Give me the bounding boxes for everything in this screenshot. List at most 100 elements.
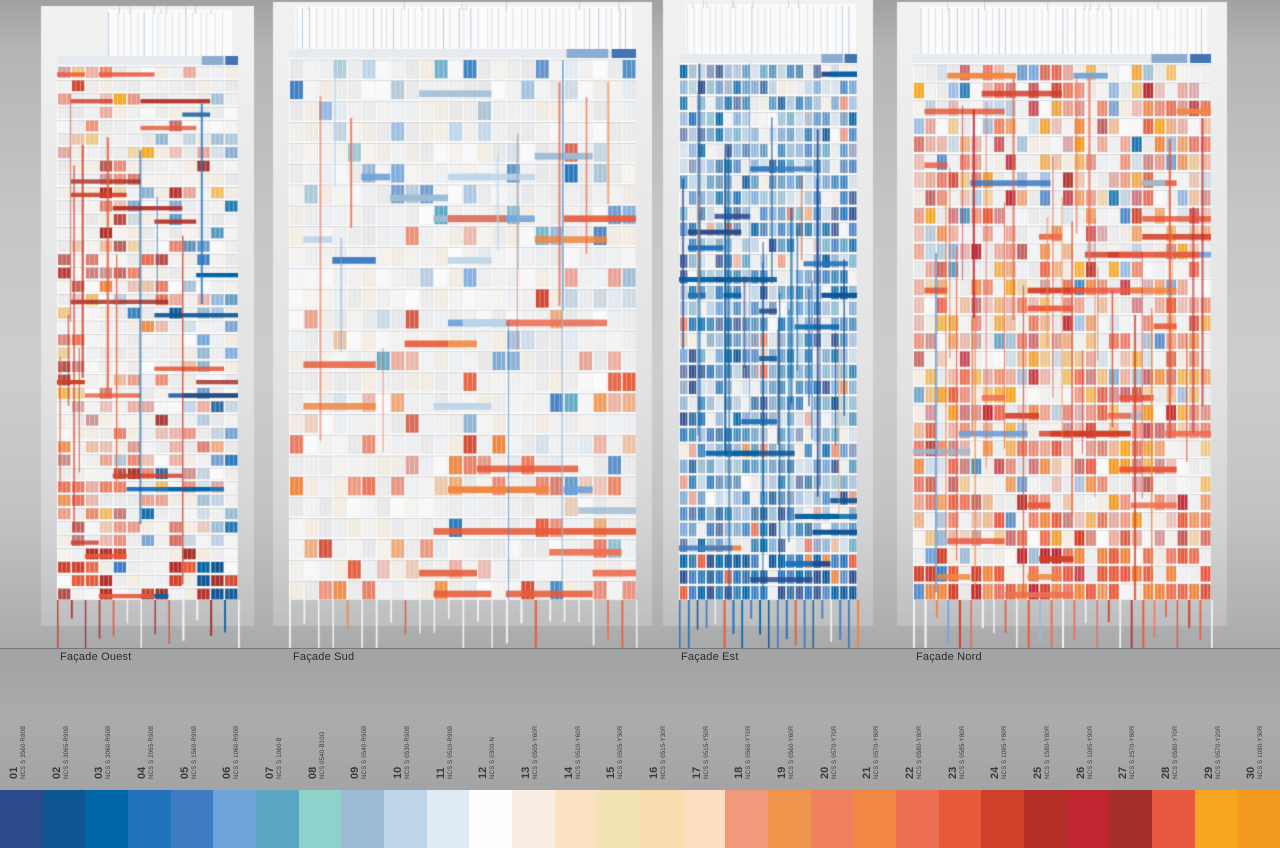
legend-swatch [938,790,982,848]
legend-entry: 26 NCS S 1085-Y90R [1074,726,1095,779]
legend-entry: 07 NCS S 1060-B [264,737,284,779]
legend-entry-number: 14 [562,766,575,779]
legend-entry-code: NCS S 3065-R90B [63,725,70,779]
legend-entry: 01 NCS S 3560-R80B [8,725,28,779]
legend-entry-number: 10 [392,766,404,779]
facade-label-sud: Façade Sud [293,651,355,663]
legend-entry-code: NCS S 0540-R90B [362,725,369,779]
legend-entry: 18 NCS S 0560-Y70R [733,725,753,779]
legend-entry-code: NCS S 1580-Y80R [1045,725,1051,779]
legend-entry-code: NCS S 2065-R90B [149,725,155,779]
legend-swatch [1024,790,1067,848]
legend-entry-number: 20 [818,766,831,779]
legend-entry-number: 04 [136,766,148,779]
legend-swatch [1066,790,1110,848]
legend-swatch [0,790,43,848]
legend-entry: 22 NCS S 0580-Y80R [904,725,924,779]
legend-swatch [853,790,897,848]
legend-entry-code: NCS S 0570-Y70R [831,725,838,779]
legend-entry-code: NCS S 1085-Y80R [1002,725,1009,779]
legend-entry-code: NCS S 0580-Y80R [917,725,923,779]
ground-line [0,648,1280,649]
legend-entry: 16 NCS S 0515-Y30R [648,725,668,779]
legend-entry: 25 NCS S 1580-Y80R [1032,725,1052,779]
legend-entry: 19 NCS S 0560-Y60R [776,726,796,779]
legend-entry-number: 11 [434,767,447,779]
legend-entry-code: NCS S 0580-Y70R [1173,725,1179,779]
legend-entry-number: 18 [733,766,746,779]
legend-entry: 10 NCS S 0530-R90B [392,726,412,779]
legend-swatch [1109,790,1153,848]
legend-entry-code: NCS S 0585-Y80R [959,725,966,779]
legend-entry-number: 13 [520,766,532,779]
legend-entry-code: NCS S 3560-R80B [21,725,27,779]
legend-entry-number: 08 [306,766,319,779]
legend-swatch [554,790,598,848]
legend-entry-number: 07 [264,766,276,779]
legend-swatch [810,790,854,848]
legend-entry-number: 30 [1245,766,1258,779]
legend-entry: 03 NCS S 3060-R90B [93,726,113,779]
legend-entry-code: NCS S 0515-Y30R [661,725,667,779]
legend-swatch [384,790,427,848]
legend-entry: 29 NCS S 0570-Y20R [1202,725,1223,779]
legend-swatch [896,790,939,848]
legend-swatch [1237,790,1280,848]
legend-entry: 21 NCS S 0570-Y80R [861,725,881,779]
legend-swatch [426,790,470,848]
legend-entry-code: NCS S 1080-Y30R [1258,725,1265,779]
legend-entry-number: 25 [1032,766,1044,779]
legend-entry-code: NCS S 2570-Y80R [1130,725,1137,779]
legend-entry-number: 29 [1202,766,1215,779]
legend-entry-code: NCS S 0570-Y20R [1215,725,1222,779]
legend-entry-code: NCS S 0300-N [490,736,497,779]
legend-entry: 23 NCS S 0585-Y80R [946,725,967,779]
legend-entry: 30 NCS S 1080-Y30R [1245,725,1265,779]
legend-swatch [512,790,555,848]
legend-swatch [170,790,214,848]
legend-entry-code: NCS S 0505-Y60R [533,725,539,779]
legend-entry: 24 NCS S 1085-Y80R [989,725,1009,779]
legend-entry-number: 24 [989,766,1002,779]
legend-swatch [469,790,513,848]
legend-swatch [341,790,385,848]
legend-entry: 05 NCS S 1560-R90B [178,726,199,779]
legend-entry-code: NCS S 1060-R90B [234,725,241,779]
legend-entry-number: 05 [178,766,191,779]
legend-entry-code: NCS 0540-B10G [319,731,326,779]
legend-swatch [1194,790,1238,848]
legend-entry-number: 02 [50,766,63,779]
legend-entry-number: 26 [1074,766,1087,779]
legend-swatch [213,790,257,848]
legend-entry: 08 NCS 0540-B10G [306,731,327,779]
legend-entry-code: NCS S 1060-B [277,737,283,779]
legend-entry: 11 NCS S 0510-R90B [434,725,455,779]
legend-swatch [725,790,769,848]
legend-entry-code: NCS S 0560-Y70R [746,725,753,779]
legend-entry: 12 NCS S 0300-N [477,736,497,779]
legend-entry-code: NCS S 0510-Y60R [575,725,582,779]
legend-entry-number: 17 [690,766,703,779]
legend-entry-code: NCS S 0570-Y80R [874,725,881,779]
legend-entry: 27 NCS S 2570-Y80R [1117,725,1137,779]
legend-swatch [42,790,86,848]
legend-entry-number: 28 [1160,766,1172,779]
facade-label-est: Façade Est [681,651,739,663]
legend-swatch [640,790,683,848]
color-swatch-strip [0,790,1280,848]
legend-swatch [256,790,299,848]
legend-entry-code: NCS S 0510-R90B [447,725,454,779]
legend-entry: 15 NCS S 0505-Y30R [605,726,625,779]
legend-entry-number: 09 [349,766,362,779]
legend-swatch [768,790,811,848]
legend-swatch [981,790,1025,848]
facade-label-ouest: Façade Ouest [60,651,132,663]
legend-entry: 28 NCS S 0580-Y70R [1160,725,1180,779]
legend-entry: 13 NCS S 0505-Y60R [520,725,540,779]
legend-swatch [85,790,129,848]
legend-entry-number: 23 [946,766,959,779]
legend-entry: 04 NCS S 2065-R90B [136,725,156,779]
legend-entry-number: 27 [1117,766,1130,779]
